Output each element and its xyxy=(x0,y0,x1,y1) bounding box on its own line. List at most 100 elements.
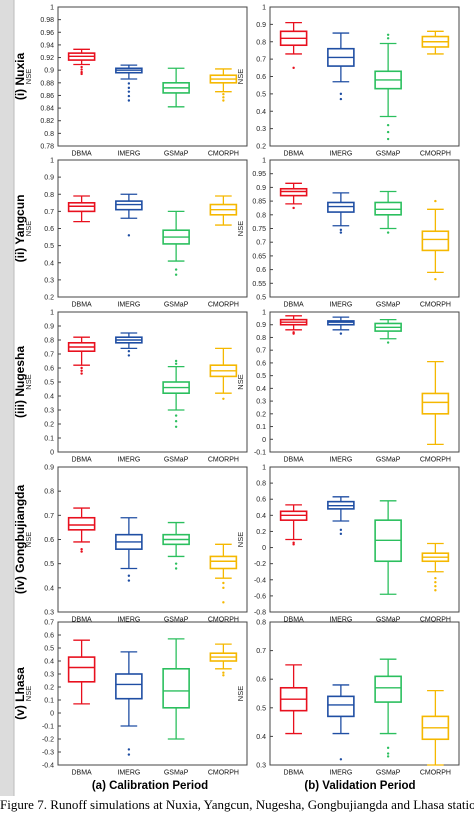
plot-frame xyxy=(57,621,248,766)
figure-canvas: (i) Nuxia (ii) Yangcun (iii) Nugesha (iv) G… xyxy=(0,0,460,796)
boxplot-panel-iii-nugesha-validation: -0.1 0 0.1 0.2 0.3 0.4 0.5 0.6 0.7 0.8 0.9 1 NSE DBMA… xyxy=(236,310,460,464)
outlier-point xyxy=(80,550,83,553)
y-tick-label: 0.6 xyxy=(44,226,54,233)
outlier-point xyxy=(127,90,131,93)
y-tick-label: -0.8 xyxy=(254,610,266,617)
x-tick-label: CMORPH xyxy=(208,617,239,624)
outlier-point xyxy=(127,86,131,90)
y-tick-label: 0.7 xyxy=(256,348,266,355)
boxplot-panel-iii-nugesha-calibration: 0 0.1 0.2 0.3 0.4 0.5 0.6 0.7 0.8 0.9 1 NSE DBMA IMER… xyxy=(24,310,248,464)
outlier-point xyxy=(222,601,225,604)
box-cmorph xyxy=(209,347,238,400)
outlier-point xyxy=(127,94,131,98)
x-tick-label: CMORPH xyxy=(208,151,239,158)
y-tick-label: 0.3 xyxy=(44,610,54,617)
y-tick-label: 0.85 xyxy=(252,199,266,206)
y-tick-label: 1 xyxy=(50,310,54,317)
x-tick-label: DBMA xyxy=(72,151,93,158)
y-tick-label: 0.6 xyxy=(256,74,266,81)
outlier-point xyxy=(339,528,343,532)
box-gsmap xyxy=(162,638,190,740)
y-tick-label: -0.1 xyxy=(254,450,266,457)
x-tick-label: GSMaP xyxy=(376,617,401,624)
y-tick-label: 0.7 xyxy=(44,352,54,359)
x-tick-label: IMERG xyxy=(117,151,140,158)
outlier-point xyxy=(386,137,390,141)
x-tick-label: GSMaP xyxy=(376,151,401,158)
y-tick-label: 0.5 xyxy=(44,243,54,250)
y-tick-label: 1 xyxy=(50,158,54,165)
outlier-point xyxy=(174,268,178,271)
row-title-iv-gongbujiangda: (iv) Gongbujiangda xyxy=(13,485,27,595)
y-tick-label: -0.4 xyxy=(42,763,54,770)
box-gsmap xyxy=(374,33,402,141)
box-imerg xyxy=(115,193,143,237)
outlier-point xyxy=(222,586,225,590)
outlier-point xyxy=(222,397,225,400)
box-gsmap xyxy=(162,210,190,276)
box-iqr xyxy=(421,230,450,252)
y-tick-label: 0.88 xyxy=(40,80,54,87)
box-dbma xyxy=(279,664,308,735)
box-iqr xyxy=(327,695,355,718)
outlier-point xyxy=(222,674,225,677)
outlier-point xyxy=(292,66,295,70)
y-tick-label: 0.3 xyxy=(256,126,266,133)
box-cmorph xyxy=(209,68,238,102)
y-tick-label: 0.7 xyxy=(44,513,54,520)
y-tick-label: 0.2 xyxy=(44,685,54,692)
y-tick-label: 1 xyxy=(262,310,266,317)
y-tick-label: 0.65 xyxy=(252,253,266,260)
box-imerg xyxy=(327,316,355,335)
y-tick-label: 0.2 xyxy=(256,144,266,151)
y-tick-label: 0.4 xyxy=(44,260,54,267)
box-gsmap xyxy=(374,318,402,344)
outlier-point xyxy=(339,228,343,232)
outlier-point xyxy=(339,92,343,96)
outlier-point xyxy=(127,574,131,577)
box-gsmap xyxy=(374,658,402,758)
y-tick-label: 0.8 xyxy=(44,192,54,199)
x-tick-label: GSMaP xyxy=(164,457,189,464)
y-tick-label: 0 xyxy=(262,437,266,444)
y-axis-label: NSE xyxy=(236,221,245,236)
box-gsmap xyxy=(374,500,402,595)
plot-frame xyxy=(269,6,460,147)
y-tick-label: 0.7 xyxy=(256,57,266,64)
y-tick-label: 0.1 xyxy=(44,698,54,705)
y-tick-label: 0.6 xyxy=(44,537,54,544)
y-tick-label: 0.8 xyxy=(44,131,54,138)
outlier-point xyxy=(386,130,390,134)
x-tick-label: GSMaP xyxy=(164,302,189,309)
outlier-point xyxy=(386,37,390,40)
y-tick-label: 0.9 xyxy=(44,175,54,182)
plot-frame xyxy=(57,159,248,298)
outlier-point xyxy=(222,671,225,674)
y-axis-label: NSE xyxy=(24,221,33,236)
box-dbma xyxy=(279,315,308,335)
plot-frame xyxy=(269,466,460,613)
outlier-point xyxy=(434,277,437,281)
y-tick-label: 0.5 xyxy=(44,646,54,653)
outlier-point xyxy=(434,199,437,203)
y-axis-label: NSE xyxy=(24,532,33,547)
outlier-point xyxy=(386,746,390,750)
boxplot-panel-iv-gongbujiangda-calibration: 0.3 0.4 0.5 0.6 0.7 0.8 0.9 NSE DBMA IMERG GSMaP CM… xyxy=(24,465,248,624)
boxplot-panel-v-lhasa-validation: 0.3 0.4 0.5 0.6 0.7 0.8 NSE DBMA IMERG GSMaP CMORP… xyxy=(236,620,460,777)
outlier-point xyxy=(127,99,131,102)
outlier-point xyxy=(127,579,131,582)
box-gsmap xyxy=(374,190,402,234)
outlier-point xyxy=(386,341,390,344)
y-tick-label: 0.78 xyxy=(40,144,54,151)
outlier-point xyxy=(80,65,83,69)
y-tick-label: 0.2 xyxy=(256,411,266,418)
y-tick-label: 0.9 xyxy=(44,465,54,472)
y-tick-label: 0.96 xyxy=(40,30,54,37)
x-tick-label: CMORPH xyxy=(208,457,239,464)
outlier-point xyxy=(80,72,83,76)
box-cmorph xyxy=(421,542,450,592)
outlier-point xyxy=(174,414,178,417)
box-dbma xyxy=(279,504,308,546)
box-cmorph xyxy=(209,543,238,604)
y-axis-label: NSE xyxy=(24,69,33,84)
